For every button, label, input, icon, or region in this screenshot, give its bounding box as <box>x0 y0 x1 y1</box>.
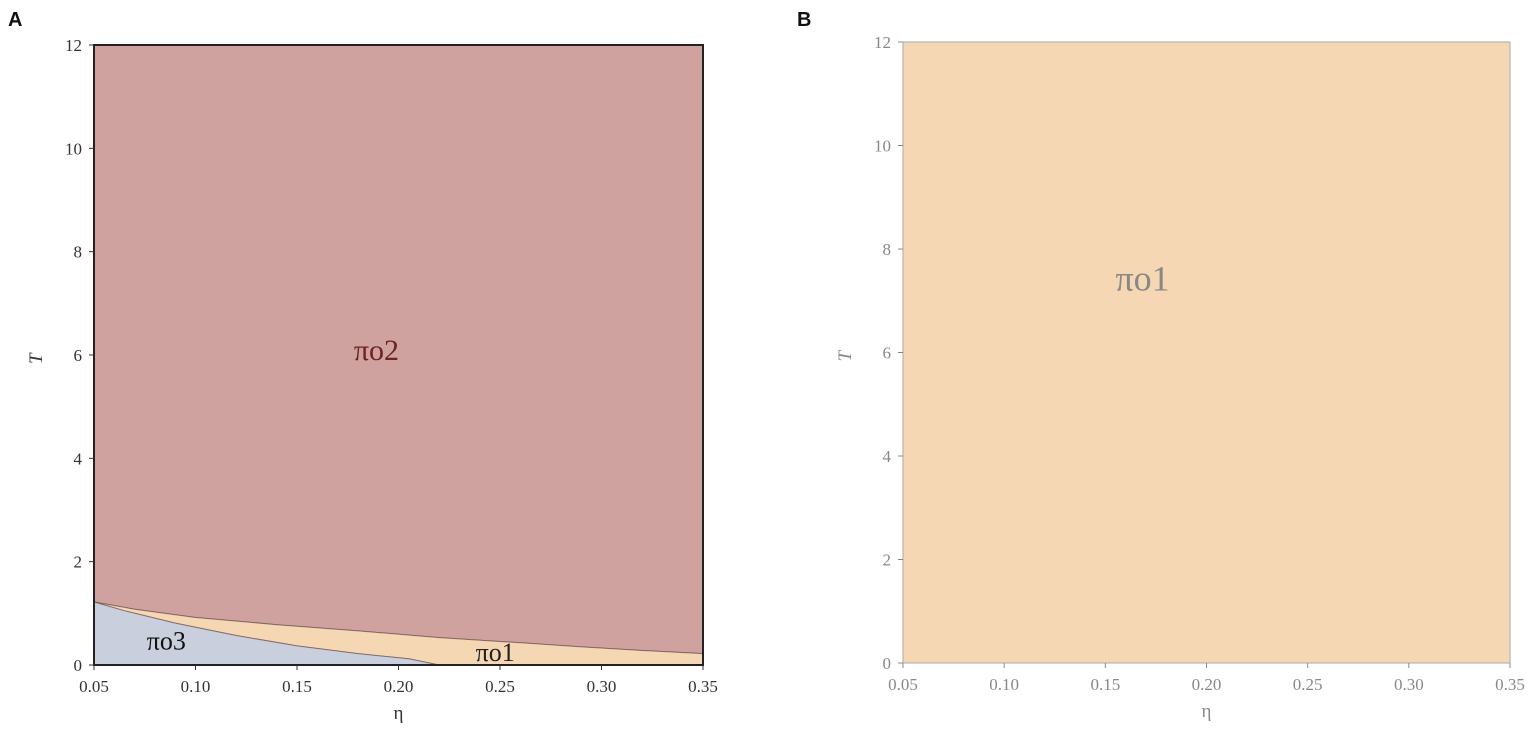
x-tick-label: 0.15 <box>1090 675 1120 694</box>
x-axis-label: η <box>1202 701 1212 722</box>
x-tick-label: 0.25 <box>1293 675 1323 694</box>
y-tick-label: 10 <box>874 137 891 156</box>
y-axis-label: T <box>835 350 856 362</box>
region-1-label: πo2 <box>354 334 399 367</box>
x-tick-label: 0.10 <box>181 677 211 696</box>
x-tick-label: 0.20 <box>1192 675 1222 694</box>
y-axis-label: T <box>26 352 47 364</box>
y-tick-label: 12 <box>874 33 891 52</box>
y-tick-label: 0 <box>883 654 892 673</box>
y-tick-label: 12 <box>65 36 82 55</box>
x-tick-label: 0.25 <box>485 677 515 696</box>
x-tick-label: 0.10 <box>989 675 1019 694</box>
x-tick-label: 0.05 <box>79 677 109 696</box>
x-tick-label: 0.35 <box>688 677 718 696</box>
y-tick-label: 8 <box>883 240 892 259</box>
region-1-area <box>902 41 1511 664</box>
y-tick-label: 10 <box>65 139 82 158</box>
region-1-label: πo1 <box>1115 258 1169 298</box>
panel-label: A <box>8 9 22 31</box>
y-tick-label: 6 <box>883 344 892 363</box>
x-axis-label: η <box>394 703 404 724</box>
y-tick-label: 2 <box>883 551 892 570</box>
x-tick-label: 0.30 <box>587 677 617 696</box>
region-3-label: πo3 <box>147 627 186 656</box>
y-tick-label: 6 <box>74 346 83 365</box>
x-tick-label: 0.05 <box>888 675 918 694</box>
y-tick-label: 2 <box>74 553 83 572</box>
x-tick-label: 0.30 <box>1394 675 1424 694</box>
x-tick-label: 0.35 <box>1495 675 1525 694</box>
x-tick-label: 0.20 <box>384 677 414 696</box>
y-tick-label: 0 <box>74 656 83 675</box>
y-tick-label: 8 <box>74 243 83 262</box>
panel-label: B <box>797 9 811 31</box>
y-tick-label: 4 <box>74 449 83 468</box>
x-tick-label: 0.15 <box>282 677 312 696</box>
region-2-label: πo1 <box>476 638 515 667</box>
y-tick-label: 4 <box>883 447 892 466</box>
